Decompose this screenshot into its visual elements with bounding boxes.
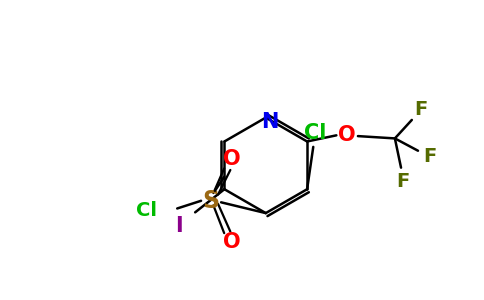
Text: F: F	[414, 100, 428, 118]
Text: Cl: Cl	[136, 200, 157, 220]
Text: Cl: Cl	[303, 123, 326, 143]
Text: O: O	[223, 149, 241, 169]
Text: F: F	[424, 147, 437, 167]
Text: O: O	[223, 232, 241, 252]
Text: N: N	[261, 112, 278, 132]
Text: O: O	[338, 125, 356, 145]
Text: I: I	[175, 216, 183, 236]
Text: S: S	[202, 189, 219, 213]
Text: F: F	[396, 172, 409, 191]
